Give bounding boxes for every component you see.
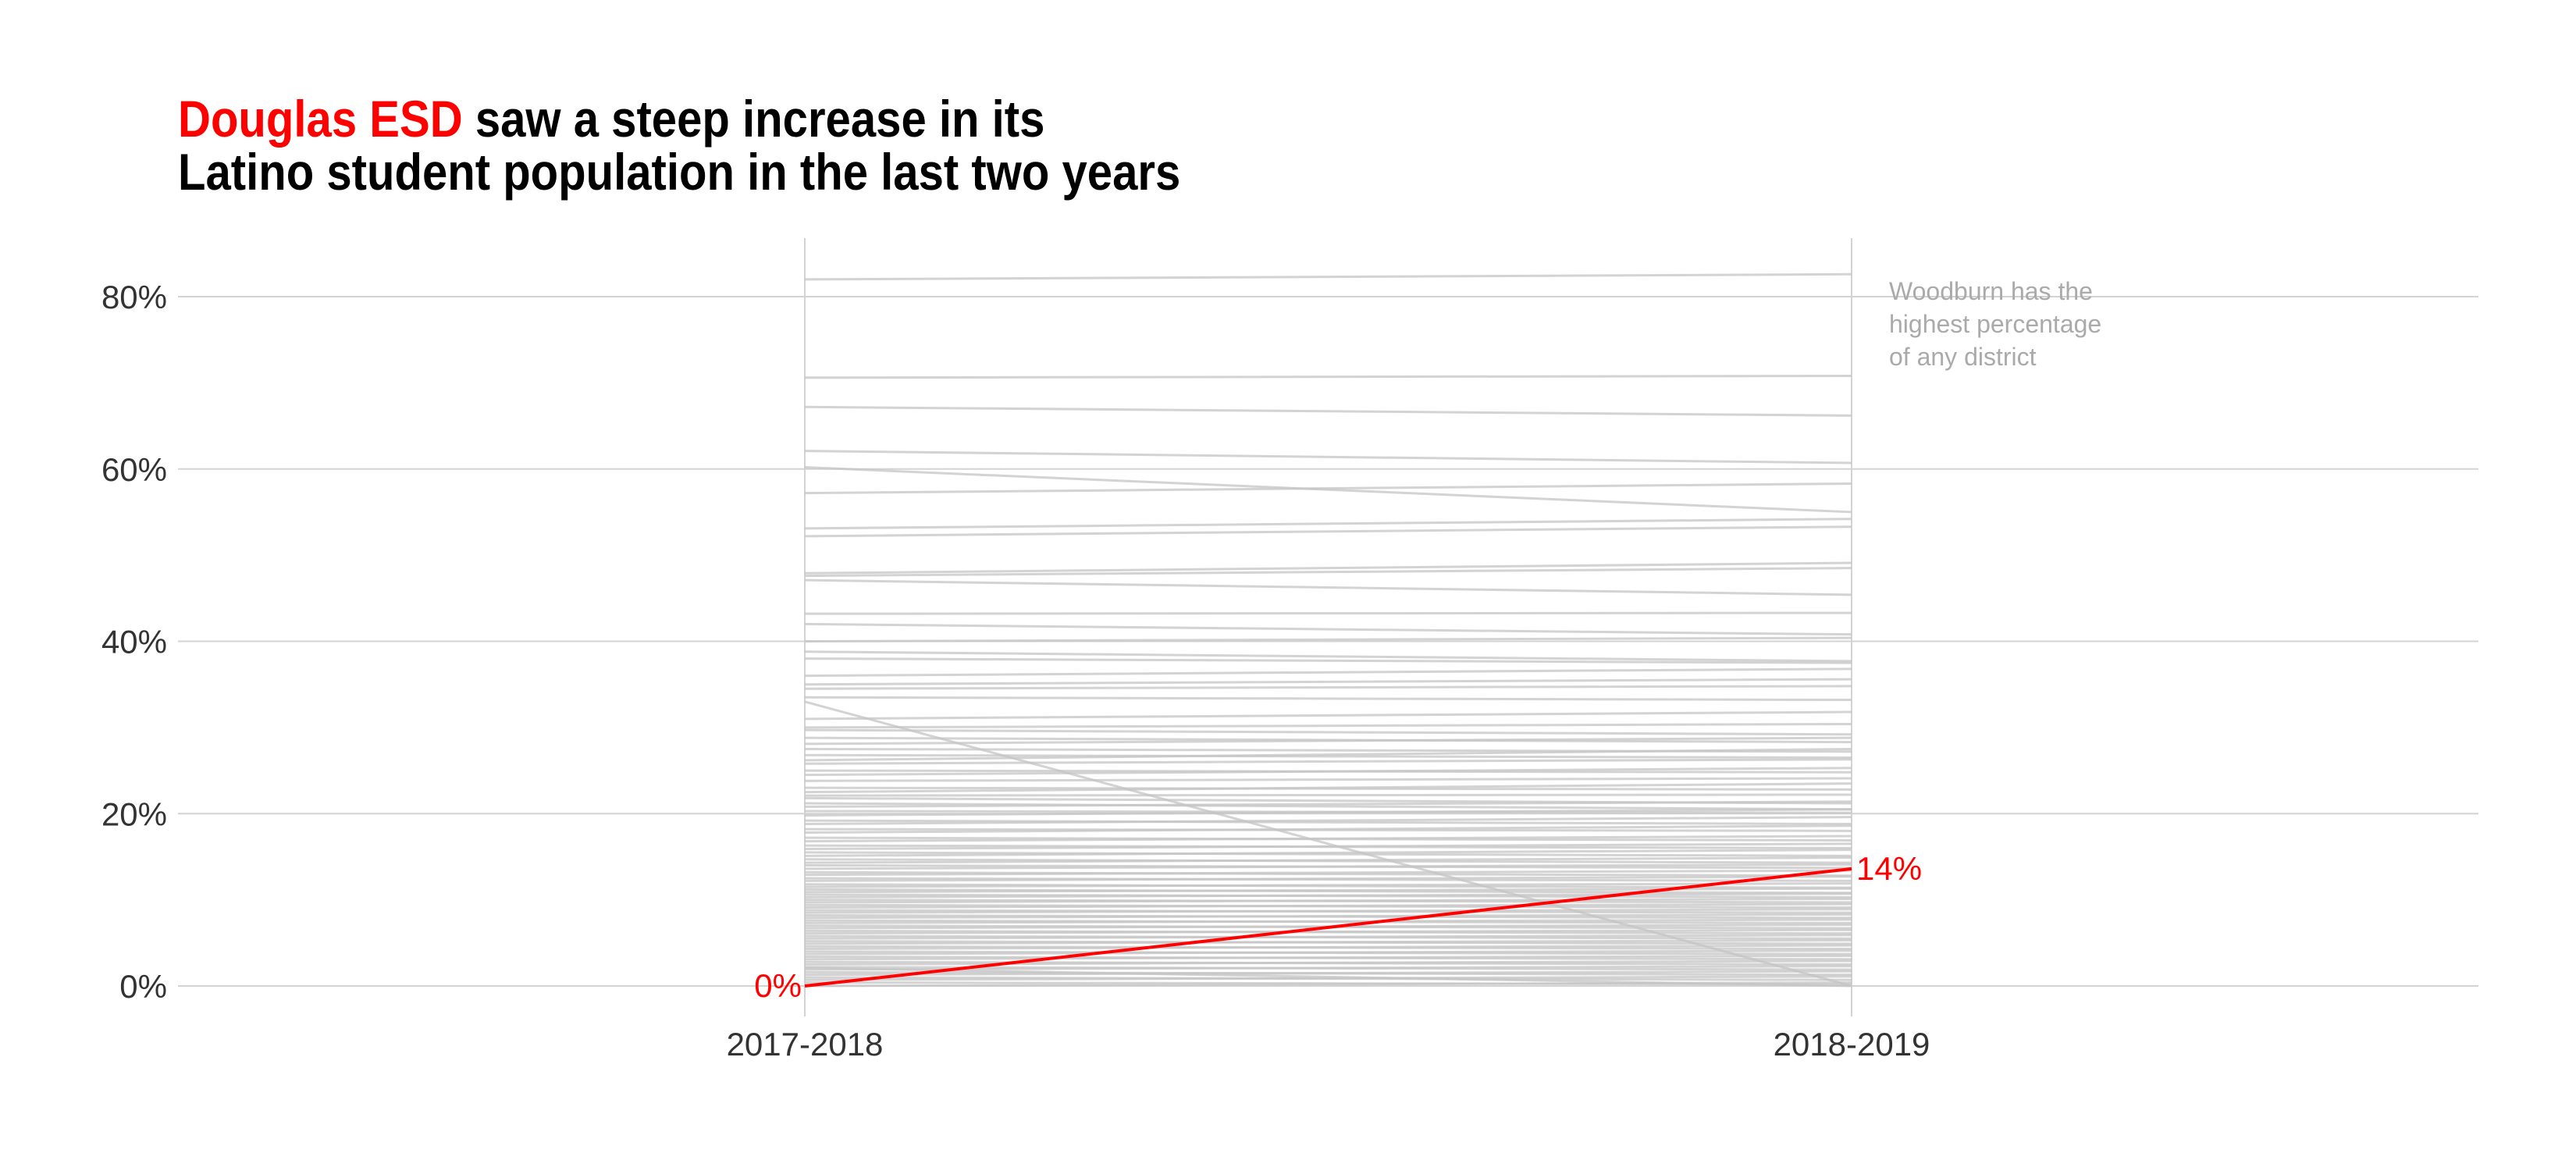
district-series-line: [804, 736, 1852, 746]
district-series-line: [804, 405, 1852, 417]
district-series-line: [804, 824, 1852, 835]
x-tick-label: 2018-2019: [1774, 1026, 1930, 1062]
annotation-text: Woodburn has the highest percentage of a…: [1889, 277, 2108, 371]
district-series-line: [804, 898, 1852, 904]
district-series-line: [804, 667, 1852, 678]
district-series-line: [804, 650, 1852, 663]
annotation-line-1: Woodburn has the: [1889, 277, 2093, 305]
district-series-line: [804, 802, 1852, 811]
district-series-line: [804, 753, 1852, 760]
district-series-line: [804, 710, 1852, 721]
annotation-line-2: highest percentage: [1889, 310, 2101, 338]
highlight-end-label: 14%: [1856, 850, 1922, 887]
background-series-layer: [804, 272, 1852, 988]
district-series-line: [804, 678, 1852, 686]
district-series-line: [804, 918, 1852, 924]
district-series-line: [804, 728, 1852, 736]
district-series-line: [804, 816, 1852, 825]
district-series-line: [804, 928, 1852, 935]
district-series-line: [804, 800, 1852, 808]
district-series-line: [804, 696, 1852, 702]
district-series-line: [804, 954, 1852, 961]
y-tick-label: 0%: [119, 968, 167, 1005]
district-series-line: [804, 758, 1852, 765]
district-series-line: [804, 851, 1852, 857]
district-series-line: [804, 450, 1852, 464]
district-series-line: [804, 856, 1852, 864]
district-series-line: [804, 808, 1852, 817]
district-series-line: [804, 636, 1852, 642]
chart-title: Douglas ESD saw a steep increase in its …: [178, 92, 1180, 198]
title-line-1-rest: saw a steep increase in its: [462, 90, 1045, 148]
district-series-line: [804, 913, 1852, 920]
district-series-line: [804, 777, 1852, 782]
district-series-line: [804, 722, 1852, 729]
district-series-line: [804, 869, 1852, 877]
district-series-line: [804, 842, 1852, 851]
district-series-line: [804, 767, 1852, 777]
district-series-line: [804, 525, 1852, 538]
district-series-line: [804, 908, 1852, 914]
district-series-line: [804, 939, 1852, 945]
y-tick-label: 40%: [101, 624, 167, 660]
district-series-line: [804, 622, 1852, 636]
y-tick-label: 80%: [101, 279, 167, 315]
district-series-line: [804, 835, 1852, 843]
district-series-line: [804, 578, 1852, 596]
annotation-line-3: of any district: [1889, 343, 2037, 371]
title-line-1: Douglas ESD saw a steep increase in its: [178, 92, 1180, 145]
district-series-line: [804, 882, 1852, 888]
title-line-2: Latino student population in the last tw…: [178, 143, 1181, 201]
district-series-line: [804, 902, 1852, 909]
district-series-line: [804, 518, 1852, 530]
district-series-line: [804, 657, 1852, 664]
highlight-series-line: [804, 867, 1852, 988]
label-layer: 0% 20% 40% 60% 80% 2017-2018 2018-2019 0% 14%: [101, 279, 1930, 1062]
district-series-line: [804, 966, 1852, 988]
district-series-line: [804, 819, 1852, 825]
district-series-line: [804, 747, 1852, 762]
district-series-line: [804, 849, 1852, 857]
district-series-line: [804, 870, 1852, 877]
district-series-line: [804, 949, 1852, 956]
district-series-line: [804, 975, 1852, 981]
district-series-line: [804, 611, 1852, 615]
district-series-line: [804, 482, 1852, 495]
district-series-line: [804, 944, 1852, 951]
district-series-line: [804, 567, 1852, 578]
district-series-line: [804, 934, 1852, 940]
district-series-line: [804, 375, 1852, 379]
district-series-line: [804, 272, 1852, 281]
district-series-line: [804, 685, 1852, 690]
highlight-start-label: 0%: [754, 967, 802, 1004]
grid-layer: [178, 238, 2478, 1016]
y-tick-label: 20%: [101, 795, 167, 832]
x-tick-label: 2017-2018: [727, 1026, 884, 1062]
district-series-line: [804, 561, 1852, 575]
district-series-line: [804, 863, 1852, 870]
title-highlight-district: Douglas ESD: [178, 90, 463, 148]
district-series-line: [804, 965, 1852, 971]
district-series-line: [804, 959, 1852, 966]
district-series-line: [804, 875, 1852, 882]
district-series-line: [804, 466, 1852, 514]
y-tick-label: 60%: [101, 451, 167, 488]
district-series-line: [804, 892, 1852, 899]
highlight-series-layer: [804, 867, 1852, 988]
district-series-line: [804, 782, 1852, 794]
district-series-line: [804, 970, 1852, 977]
